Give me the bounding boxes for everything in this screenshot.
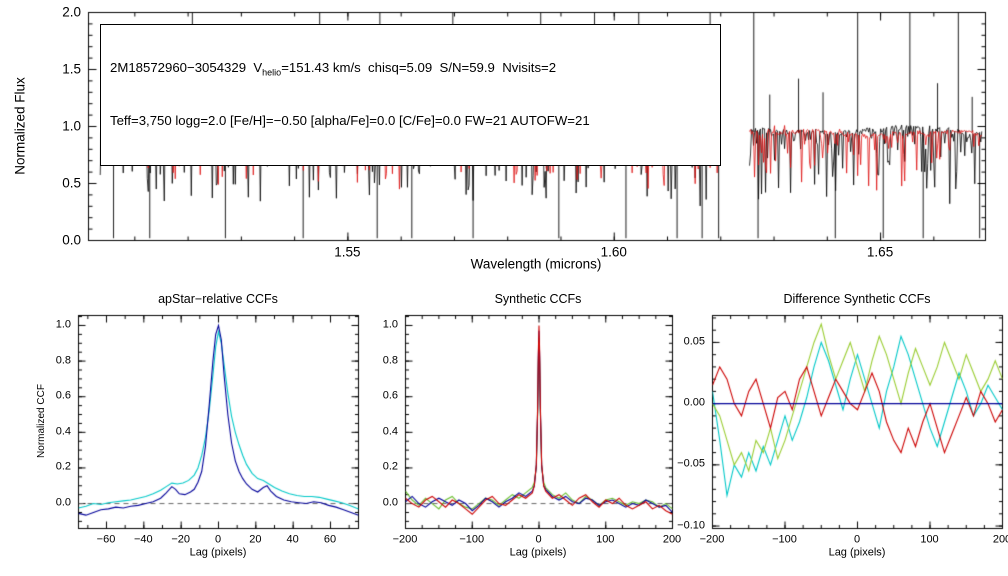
tick-label: 1.65 — [866, 244, 894, 260]
panel-title-difference-synthetic-ccfs: Difference Synthetic CCFs — [783, 291, 931, 306]
tick-label: −100 — [459, 533, 485, 546]
tick-label: 200 — [662, 533, 682, 546]
tick-label: 100 — [596, 533, 615, 546]
tick-label: 0.6 — [382, 389, 398, 402]
tick-label: −200 — [699, 533, 725, 546]
tick-label: 0.4 — [55, 425, 71, 438]
x-axis-label-wavelength: Wavelength (microns) — [470, 256, 602, 272]
tick-label: −40 — [133, 533, 153, 546]
tick-label: 0.2 — [382, 460, 398, 473]
tick-label: 0 — [853, 533, 861, 546]
tick-label: 0.00 — [683, 396, 705, 409]
tick-label: 20 — [249, 533, 262, 546]
tick-label: 1.0 — [62, 118, 81, 134]
tick-label: 2.0 — [62, 4, 81, 20]
tick-label: 1.55 — [334, 244, 361, 260]
helio-subscript: helio — [262, 67, 282, 78]
tick-label: 0.6 — [55, 389, 71, 402]
tick-label: 0.05 — [683, 335, 705, 348]
tick-label: 0 — [535, 533, 542, 546]
tick-label: −60 — [96, 533, 116, 546]
y-axis-label-normalized-flux: Normalized Flux — [12, 77, 28, 175]
tick-label: 200 — [992, 533, 1008, 546]
tick-label: 0.4 — [382, 425, 398, 438]
tick-label: 0.0 — [62, 232, 81, 248]
tick-label: 0.8 — [382, 354, 398, 367]
panel-title-synthetic-ccfs: Synthetic CCFs — [494, 291, 582, 306]
tick-label: 60 — [323, 533, 337, 546]
tick-label: 1.0 — [55, 318, 71, 331]
tick-label: −0.05 — [677, 457, 705, 470]
x-axis-label-lag-p3: Lag (pixels) — [828, 546, 886, 559]
spectrum-info-box: 2M18572960−3054329 Vhelio=151.43 km/s ch… — [100, 24, 721, 166]
tick-label: 0.0 — [55, 496, 71, 509]
x-axis-label-lag-p2: Lag (pixels) — [509, 546, 567, 559]
tick-label: −200 — [392, 533, 418, 546]
tick-label: 0.5 — [62, 175, 81, 191]
tick-label: 0.0 — [382, 496, 398, 509]
y-axis-label-normalized-ccf: Normalized CCF — [36, 384, 47, 458]
tick-label: 1.60 — [600, 244, 627, 260]
tick-label: 40 — [286, 533, 299, 546]
spectrum-info-line1: 2M18572960−3054329 Vhelio=151.43 km/s ch… — [110, 60, 557, 78]
panel-title-apstar-relative-ccfs: apStar−relative CCFs — [158, 291, 278, 306]
tick-label: 100 — [920, 533, 939, 546]
tick-label: 0 — [214, 533, 222, 546]
tick-label: 1.0 — [382, 318, 398, 331]
tick-label: −20 — [171, 533, 190, 546]
tick-label: −100 — [772, 533, 797, 546]
x-axis-label-lag-p1: Lag (pixels) — [189, 546, 247, 559]
spectrum-info-line2: Teff=3,750 logg=2.0 [Fe/H]=−0.50 [alpha/… — [110, 112, 590, 128]
tick-label: 0.8 — [55, 354, 71, 367]
tick-label: 0.2 — [55, 460, 71, 473]
tick-label: −0.10 — [677, 519, 705, 532]
tick-label: 1.5 — [62, 61, 81, 77]
